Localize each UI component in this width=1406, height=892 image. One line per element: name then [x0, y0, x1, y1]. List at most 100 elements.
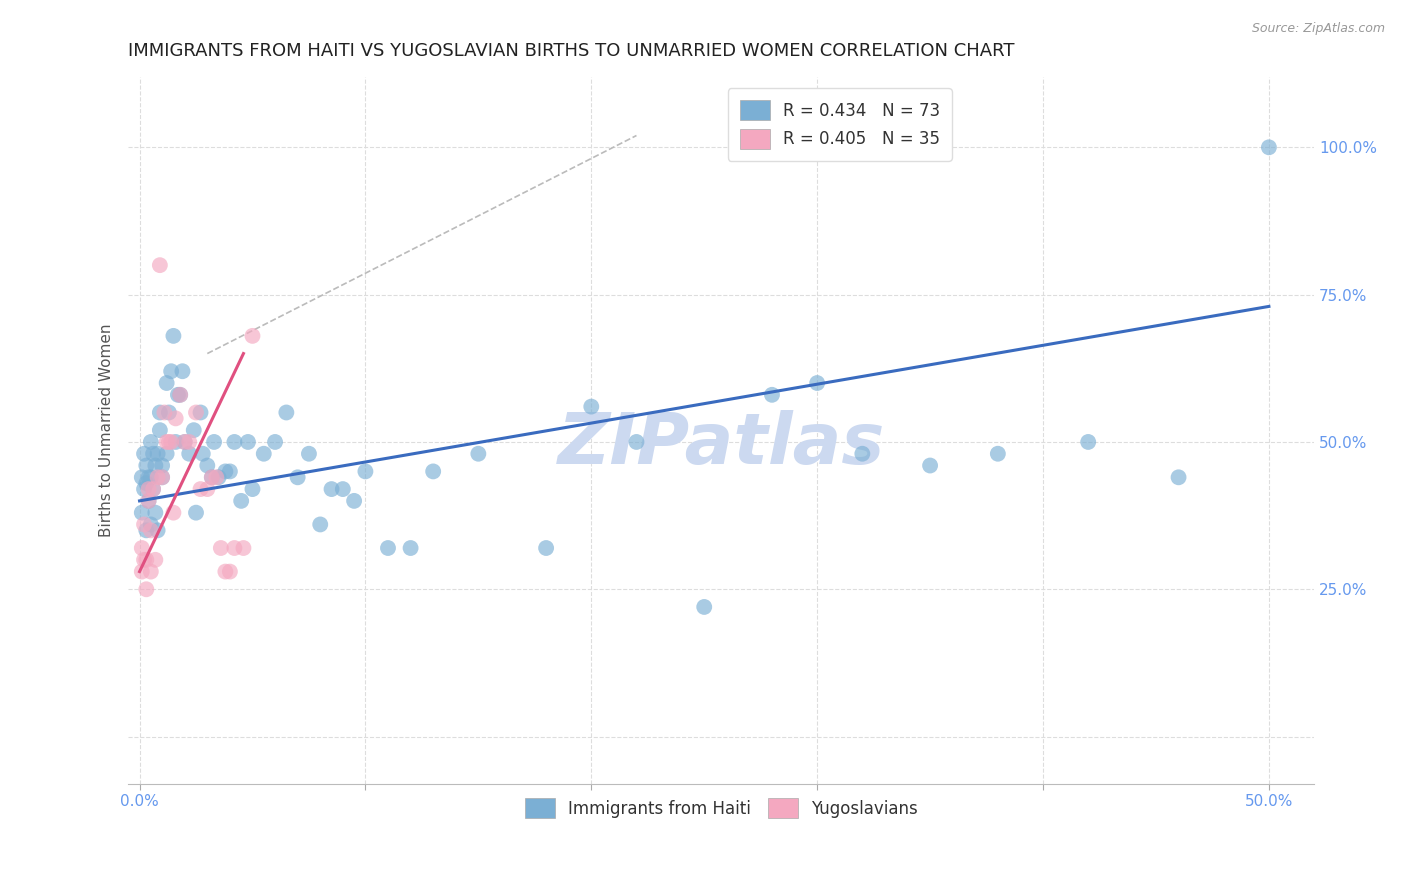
Point	[135, 582, 157, 597]
Point	[139, 517, 162, 532]
Point	[184, 506, 207, 520]
Point	[150, 470, 173, 484]
Point	[143, 506, 166, 520]
Point	[139, 524, 162, 538]
Point	[183, 423, 205, 437]
Point	[135, 524, 157, 538]
Point	[343, 494, 366, 508]
Point	[534, 541, 557, 555]
Point	[142, 447, 165, 461]
Point	[201, 470, 224, 484]
Point	[761, 388, 783, 402]
Point	[422, 464, 444, 478]
Point	[264, 434, 287, 449]
Point	[132, 447, 155, 461]
Point	[138, 494, 160, 508]
Point	[467, 447, 489, 461]
Point	[987, 447, 1010, 461]
Point	[232, 541, 254, 555]
Point	[190, 405, 212, 419]
Point	[131, 506, 153, 520]
Legend: Immigrants from Haiti, Yugoslavians: Immigrants from Haiti, Yugoslavians	[517, 791, 924, 825]
Text: Source: ZipAtlas.com: Source: ZipAtlas.com	[1251, 22, 1385, 36]
Point	[160, 434, 183, 449]
Point	[150, 470, 173, 484]
Point	[207, 470, 229, 484]
Point	[162, 329, 184, 343]
Point	[135, 476, 157, 491]
Point	[202, 434, 225, 449]
Point	[242, 482, 264, 496]
Point	[156, 434, 179, 449]
Point	[693, 599, 716, 614]
Point	[321, 482, 343, 496]
Text: IMMIGRANTS FROM HAITI VS YUGOSLAVIAN BIRTHS TO UNMARRIED WOMEN CORRELATION CHART: IMMIGRANTS FROM HAITI VS YUGOSLAVIAN BIR…	[128, 42, 1015, 60]
Y-axis label: Births to Unmarried Women: Births to Unmarried Women	[100, 324, 114, 537]
Point	[167, 388, 190, 402]
Point	[205, 470, 228, 484]
Point	[377, 541, 399, 555]
Point	[146, 470, 169, 484]
Point	[142, 482, 165, 496]
Point	[214, 565, 236, 579]
Point	[179, 434, 201, 449]
Point	[806, 376, 828, 390]
Point	[1167, 470, 1189, 484]
Point	[135, 458, 157, 473]
Text: ZIPatlas: ZIPatlas	[557, 409, 884, 479]
Point	[143, 458, 166, 473]
Point	[224, 541, 246, 555]
Point	[354, 464, 377, 478]
Point	[253, 447, 276, 461]
Point	[195, 458, 218, 473]
Point	[276, 405, 298, 419]
Point	[172, 364, 194, 378]
Point	[287, 470, 309, 484]
Point	[157, 405, 180, 419]
Point	[209, 541, 232, 555]
Point	[236, 434, 259, 449]
Point	[298, 447, 321, 461]
Point	[150, 458, 173, 473]
Point	[214, 464, 236, 478]
Point	[132, 517, 155, 532]
Point	[1257, 140, 1279, 154]
Point	[201, 470, 224, 484]
Point	[139, 565, 162, 579]
Point	[219, 565, 242, 579]
Point	[131, 565, 153, 579]
Point	[153, 405, 176, 419]
Point	[139, 434, 162, 449]
Point	[169, 388, 191, 402]
Point	[131, 470, 153, 484]
Point	[332, 482, 354, 496]
Point	[190, 482, 212, 496]
Point	[157, 434, 180, 449]
Point	[231, 494, 253, 508]
Point	[184, 405, 207, 419]
Point	[138, 494, 160, 508]
Point	[146, 447, 169, 461]
Point	[149, 423, 172, 437]
Point	[149, 258, 172, 272]
Point	[146, 524, 169, 538]
Point	[142, 482, 165, 496]
Point	[169, 388, 191, 402]
Point	[138, 470, 160, 484]
Point	[309, 517, 332, 532]
Point	[173, 434, 195, 449]
Point	[219, 464, 242, 478]
Point	[626, 434, 648, 449]
Point	[165, 411, 187, 425]
Point	[179, 447, 201, 461]
Point	[156, 376, 179, 390]
Point	[162, 506, 184, 520]
Point	[173, 434, 195, 449]
Point	[132, 482, 155, 496]
Point	[851, 447, 873, 461]
Point	[149, 405, 172, 419]
Point	[132, 553, 155, 567]
Point	[1077, 434, 1099, 449]
Point	[224, 434, 246, 449]
Point	[139, 470, 162, 484]
